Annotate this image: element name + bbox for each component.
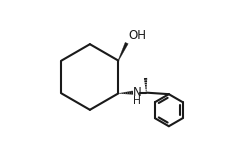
Text: N: N [133, 86, 142, 99]
Polygon shape [118, 42, 128, 61]
Text: H: H [134, 97, 141, 107]
Text: OH: OH [128, 29, 146, 42]
